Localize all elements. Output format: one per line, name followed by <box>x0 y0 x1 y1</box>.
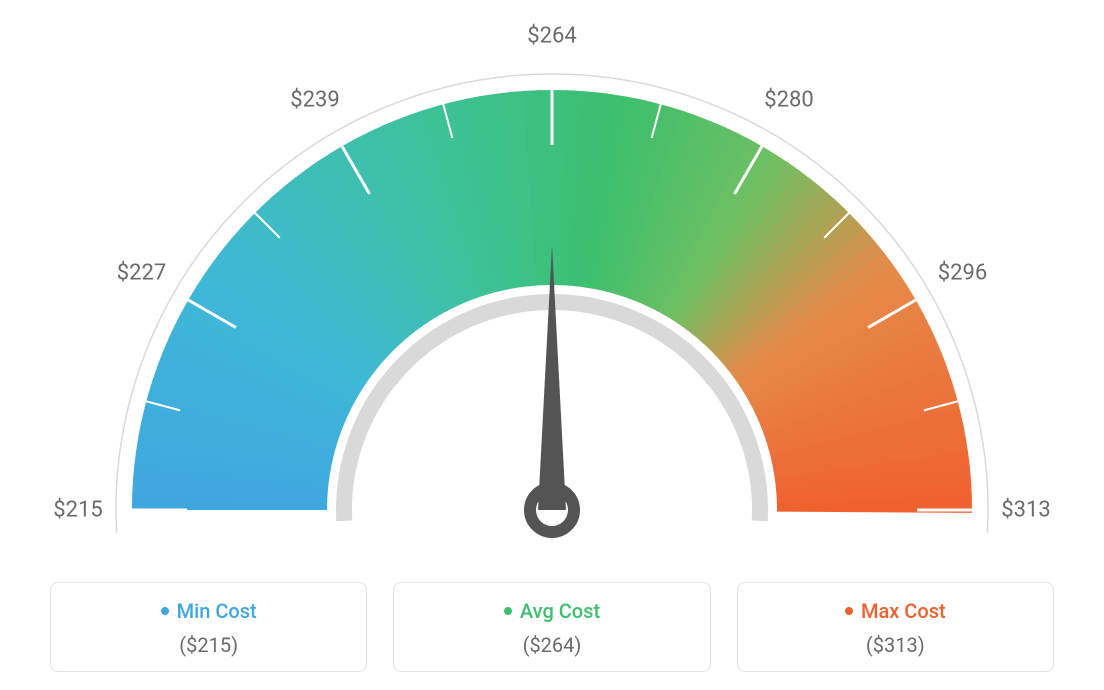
gauge-tick-label: $239 <box>290 87 339 112</box>
legend-dot-avg <box>504 607 512 615</box>
gauge-tick-label: $227 <box>117 261 166 286</box>
legend-value-min: ($215) <box>61 633 356 657</box>
legend-title-avg: Avg Cost <box>504 599 600 623</box>
gauge-tick-label: $280 <box>764 87 813 112</box>
legend-card-avg: Avg Cost ($264) <box>393 582 710 672</box>
legend-dot-min <box>161 607 169 615</box>
gauge-svg <box>22 10 1082 570</box>
legend-label-max: Max Cost <box>861 599 946 623</box>
gauge-chart: $215 $227 $239 $264 $280 $296 $313 <box>22 10 1082 570</box>
legend-card-min: Min Cost ($215) <box>50 582 367 672</box>
legend-dot-max <box>845 607 853 615</box>
legend-value-avg: ($264) <box>404 633 699 657</box>
legend-label-avg: Avg Cost <box>520 599 600 623</box>
gauge-tick-label: $215 <box>53 498 102 523</box>
legend-value-max: ($313) <box>748 633 1043 657</box>
gauge-tick-label: $296 <box>938 261 987 286</box>
legend-label-min: Min Cost <box>177 599 257 623</box>
legend-title-min: Min Cost <box>161 599 257 623</box>
legend-row: Min Cost ($215) Avg Cost ($264) Max Cost… <box>0 582 1104 672</box>
legend-title-max: Max Cost <box>845 599 946 623</box>
gauge-tick-label: $313 <box>1001 498 1050 523</box>
legend-card-max: Max Cost ($313) <box>737 582 1054 672</box>
gauge-tick-label: $264 <box>527 24 576 49</box>
